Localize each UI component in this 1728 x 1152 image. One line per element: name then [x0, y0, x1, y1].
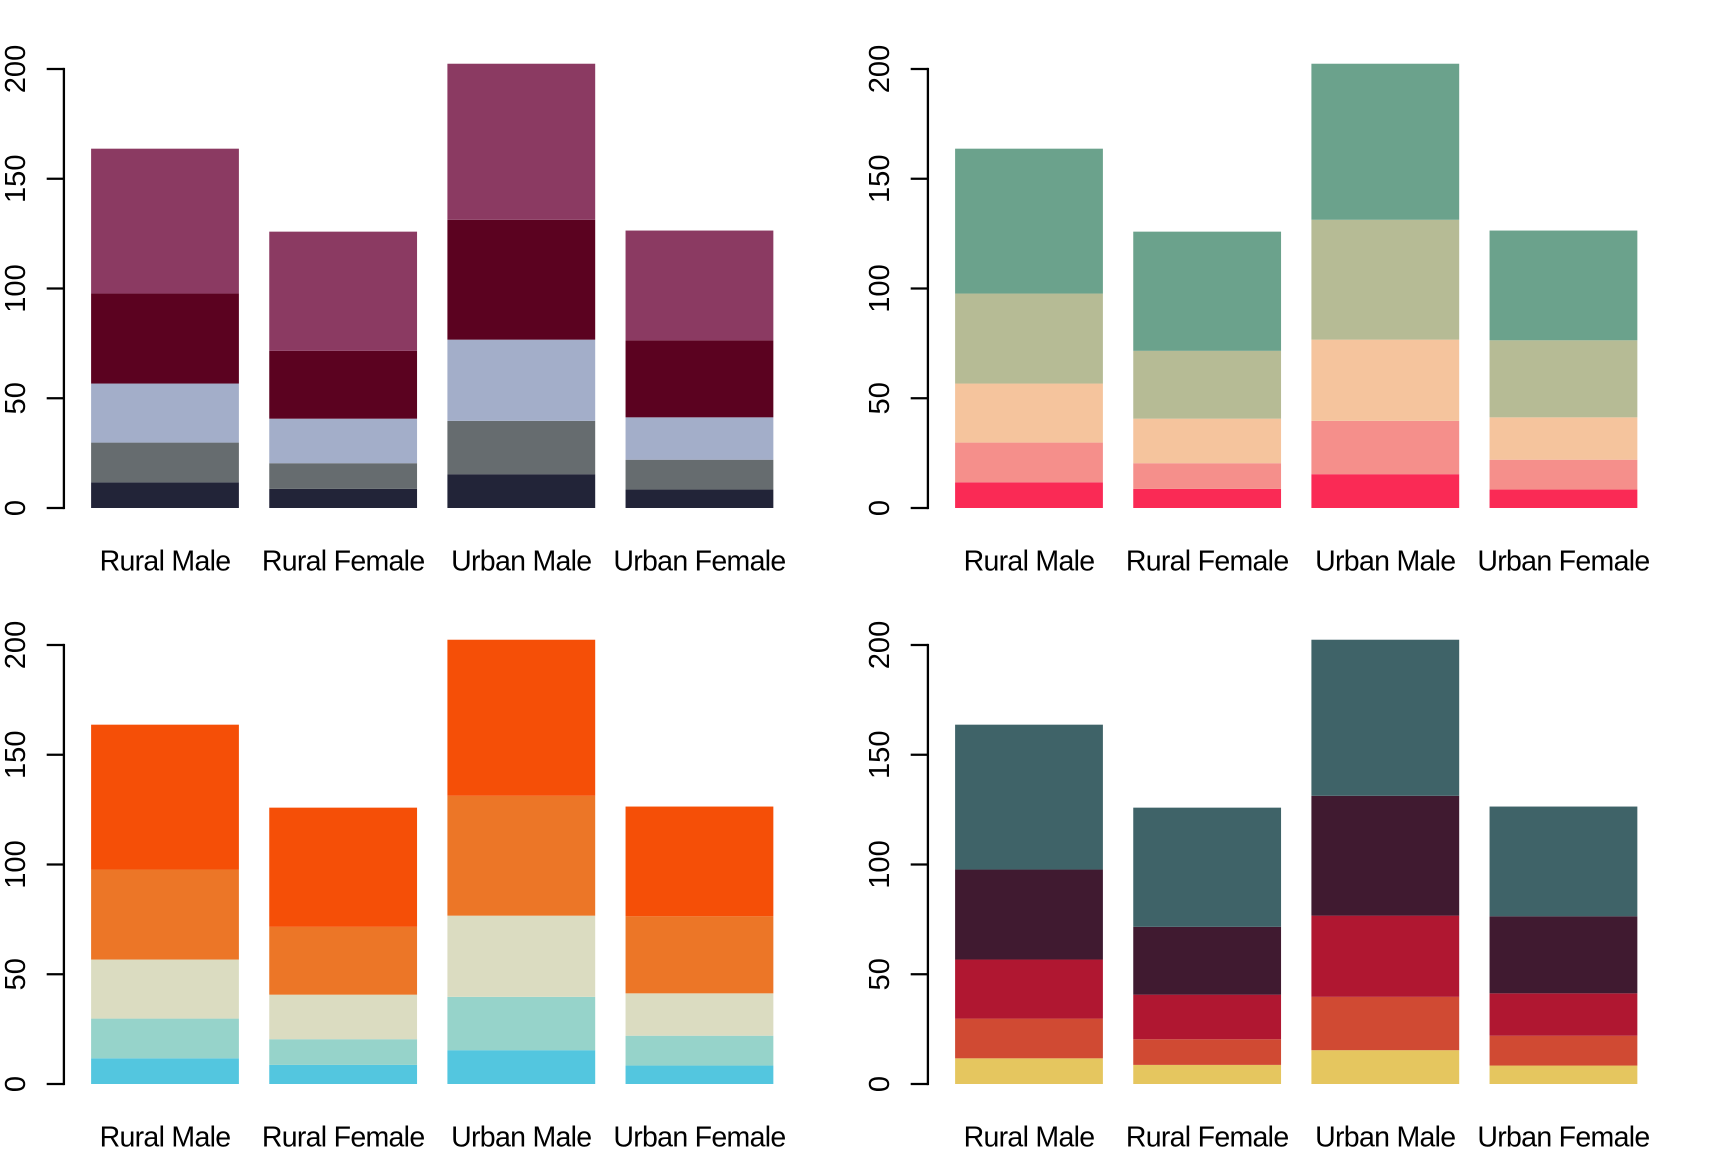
svg-text:150: 150: [864, 154, 896, 203]
svg-text:Rural Female: Rural Female: [262, 545, 425, 577]
svg-text:Urban Female: Urban Female: [613, 545, 785, 577]
svg-text:200: 200: [0, 45, 32, 94]
svg-text:Rural Female: Rural Female: [1126, 1121, 1289, 1152]
svg-text:Rural Female: Rural Female: [262, 1121, 425, 1152]
svg-text:Urban Male: Urban Male: [451, 545, 591, 577]
svg-text:0: 0: [864, 1076, 896, 1092]
svg-text:Rural Female: Rural Female: [1126, 545, 1289, 577]
svg-text:0: 0: [864, 500, 896, 516]
svg-text:Rural Male: Rural Male: [100, 545, 231, 577]
svg-text:50: 50: [0, 382, 32, 414]
svg-text:200: 200: [0, 621, 32, 670]
svg-text:150: 150: [864, 730, 896, 779]
svg-text:150: 150: [0, 730, 32, 779]
svg-text:Urban Female: Urban Female: [613, 1121, 785, 1152]
svg-text:100: 100: [0, 840, 32, 889]
svg-text:200: 200: [864, 621, 896, 670]
svg-text:Urban Male: Urban Male: [451, 1121, 591, 1152]
svg-text:0: 0: [0, 1076, 32, 1092]
svg-text:Urban Female: Urban Female: [1477, 545, 1649, 577]
svg-text:Urban Female: Urban Female: [1477, 1121, 1649, 1152]
svg-text:0: 0: [0, 500, 32, 516]
svg-text:Rural Male: Rural Male: [964, 1121, 1095, 1152]
svg-text:Urban Male: Urban Male: [1315, 545, 1455, 577]
svg-text:50: 50: [864, 382, 896, 414]
svg-text:Rural Male: Rural Male: [100, 1121, 231, 1152]
svg-text:200: 200: [864, 45, 896, 94]
svg-text:100: 100: [864, 840, 896, 889]
svg-text:100: 100: [0, 264, 32, 313]
svg-text:100: 100: [864, 264, 896, 313]
svg-text:Rural Male: Rural Male: [964, 545, 1095, 577]
svg-text:50: 50: [864, 958, 896, 990]
svg-text:150: 150: [0, 154, 32, 203]
svg-text:Urban Male: Urban Male: [1315, 1121, 1455, 1152]
svg-text:50: 50: [0, 958, 32, 990]
